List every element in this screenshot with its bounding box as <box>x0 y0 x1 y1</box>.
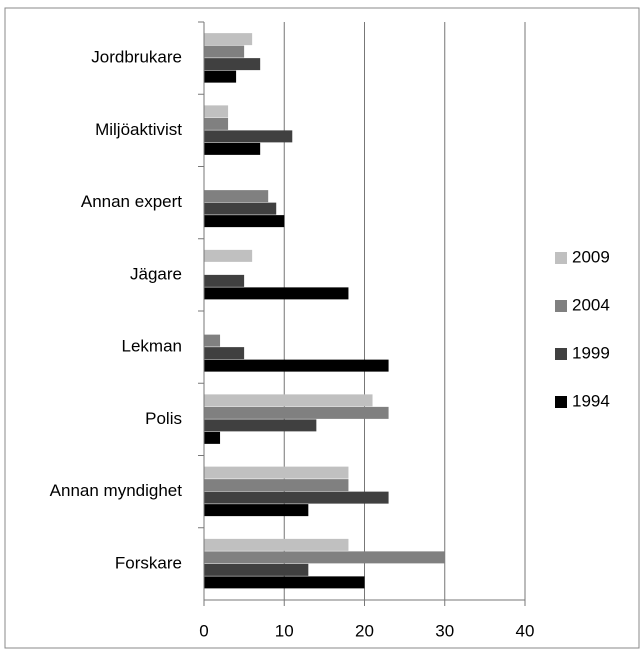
bar <box>204 45 245 58</box>
y-tick-label: Annan myndighet <box>50 481 183 500</box>
legend-swatch <box>555 396 567 408</box>
bar <box>204 406 389 419</box>
legend-label: 2004 <box>572 295 610 314</box>
y-tick-label: Lekman <box>122 337 182 356</box>
y-tick-label: Miljöaktivist <box>95 120 182 139</box>
legend-label: 1999 <box>572 343 610 362</box>
bar <box>204 33 253 46</box>
bar <box>204 58 261 71</box>
bar <box>204 274 245 287</box>
bar <box>204 504 309 517</box>
chart-frame <box>4 7 640 649</box>
bar <box>204 117 229 130</box>
bar <box>204 287 349 300</box>
legend-swatch <box>555 300 567 312</box>
bar <box>204 359 389 372</box>
bar <box>204 479 349 492</box>
legend-swatch <box>555 252 567 264</box>
legend-label: 1994 <box>572 391 610 410</box>
bar <box>204 347 245 360</box>
bar <box>204 563 309 576</box>
y-tick-label: Annan expert <box>81 192 182 211</box>
bar <box>204 466 349 479</box>
legend-label: 2009 <box>572 247 610 266</box>
bar <box>204 419 317 432</box>
x-tick-label: 20 <box>355 621 374 640</box>
bar <box>204 142 261 155</box>
bar <box>204 215 285 228</box>
y-tick-label: Jordbrukare <box>91 48 182 67</box>
bar <box>204 576 365 589</box>
bar <box>204 249 253 262</box>
y-tick-label: Forskare <box>115 553 182 572</box>
bar <box>204 394 373 407</box>
bar <box>204 202 277 215</box>
bar <box>204 551 445 564</box>
bar <box>204 105 229 118</box>
bar <box>204 130 293 143</box>
y-tick-label: Polis <box>145 409 182 428</box>
bar <box>204 431 221 444</box>
x-tick-label: 10 <box>275 621 294 640</box>
bar <box>204 538 349 551</box>
x-tick-label: 30 <box>435 621 454 640</box>
bar <box>204 334 221 347</box>
bar <box>204 190 269 203</box>
x-tick-label: 40 <box>516 621 535 640</box>
bar <box>204 70 237 83</box>
bar <box>204 491 389 504</box>
y-tick-label: Jägare <box>130 264 182 283</box>
legend-swatch <box>555 348 567 360</box>
x-tick-label: 0 <box>199 621 208 640</box>
